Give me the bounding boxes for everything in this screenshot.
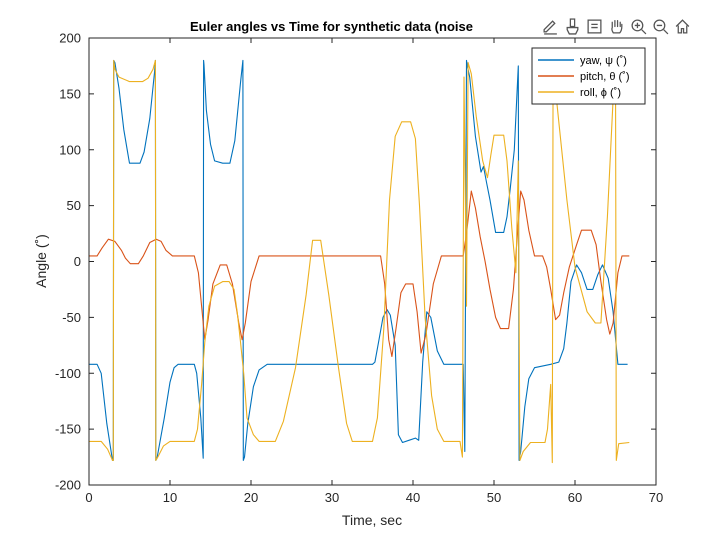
y-ticks: -200 -150 -100 -50 0 50 100 150 200 xyxy=(55,31,656,493)
y-tick-label: -150 xyxy=(55,422,81,437)
data-tips-button[interactable] xyxy=(584,15,604,37)
x-tick-label: 30 xyxy=(325,490,339,505)
x-tick-label: 70 xyxy=(649,490,663,505)
y-tick-label: -50 xyxy=(62,310,81,325)
zoom-out-icon xyxy=(652,18,668,34)
pan-hand-icon xyxy=(610,19,622,34)
y-tick-label: 100 xyxy=(59,142,81,157)
x-tick-label: 50 xyxy=(487,490,501,505)
x-axis-label: Time, sec xyxy=(342,512,402,528)
y-tick-label: 200 xyxy=(59,31,81,46)
brush-button[interactable] xyxy=(562,15,582,37)
zoom-in-button[interactable] xyxy=(628,15,648,37)
series-line-pitch xyxy=(89,190,630,358)
restore-view-button[interactable] xyxy=(672,15,692,37)
y-tick-label: 150 xyxy=(59,86,81,101)
legend-entry: roll, ϕ (˚) xyxy=(580,87,621,99)
axes-toolbar xyxy=(540,15,692,37)
x-tick-label: 60 xyxy=(568,490,582,505)
y-tick-label: 50 xyxy=(67,198,81,213)
zoom-out-button[interactable] xyxy=(650,15,670,37)
legend-entry: yaw, ψ (˚) xyxy=(580,55,627,67)
y-tick-label: -100 xyxy=(55,366,81,381)
series-line-roll xyxy=(89,59,630,464)
axes-background xyxy=(89,38,656,485)
y-tick-label: -200 xyxy=(55,478,81,493)
x-tick-label: 10 xyxy=(163,490,177,505)
legend-entry: pitch, θ (˚) xyxy=(580,71,630,83)
plot-lines xyxy=(89,59,630,464)
edit-data-tip-icon xyxy=(542,19,557,35)
data-tips-icon xyxy=(586,18,602,34)
edit-data-tip-button[interactable] xyxy=(540,15,560,37)
zoom-in-icon xyxy=(630,18,646,34)
x-tick-label: 0 xyxy=(85,490,92,505)
brush-icon xyxy=(566,17,578,35)
legend[interactable]: yaw, ψ (˚) pitch, θ (˚) roll, ϕ (˚) xyxy=(531,47,646,105)
legend-box xyxy=(531,47,646,105)
x-tick-label: 40 xyxy=(406,490,420,505)
chart-title: Euler angles vs Time for synthetic data … xyxy=(190,19,473,34)
pan-button[interactable] xyxy=(606,15,626,37)
y-axis-label: Angle (˚) xyxy=(33,234,49,288)
x-tick-label: 20 xyxy=(244,490,258,505)
y-tick-label: 0 xyxy=(74,254,81,269)
home-icon xyxy=(675,18,689,34)
x-ticks: 0 10 20 30 40 50 60 70 xyxy=(85,38,663,505)
